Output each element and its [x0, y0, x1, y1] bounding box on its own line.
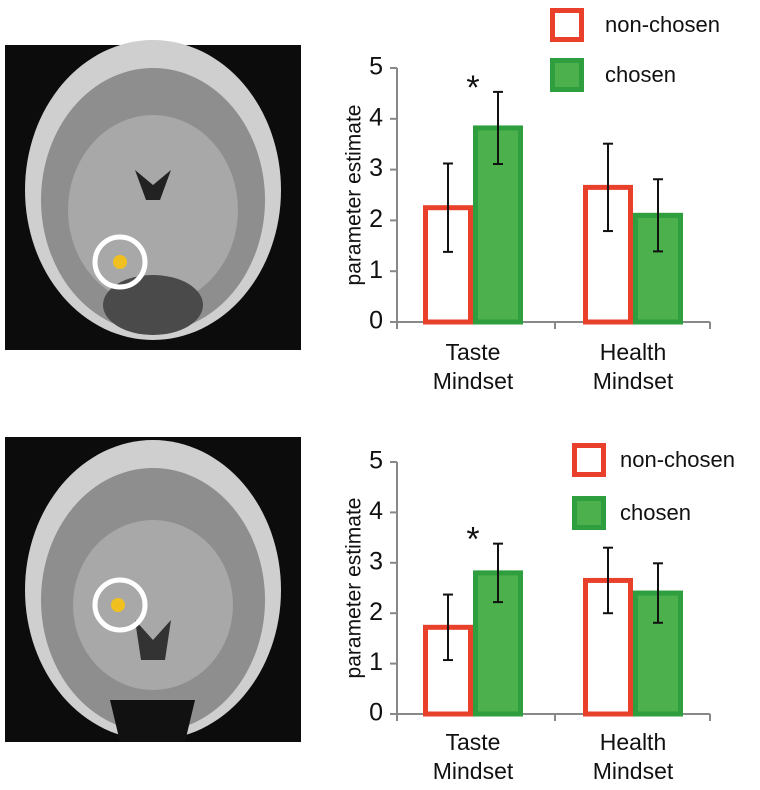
error-bar: [603, 546, 613, 615]
legend-label: chosen: [605, 62, 676, 87]
y-tick-label: 3: [369, 154, 383, 182]
y-tick-label: 3: [369, 547, 383, 575]
error-bar: [653, 562, 663, 624]
legend-label: chosen: [620, 500, 691, 525]
y-tick-label: 0: [369, 307, 383, 335]
y-tick-label: 4: [369, 497, 383, 525]
legend-swatch: [572, 496, 606, 530]
error-bar: [443, 162, 453, 253]
error-bar: [443, 593, 453, 662]
error-bar: [603, 142, 613, 233]
y-axis-label: parameter estimate: [343, 105, 366, 286]
error-bar: [653, 178, 663, 253]
brain-image: [5, 437, 301, 742]
y-tick-label: 2: [369, 205, 383, 233]
legend-label: non-chosen: [605, 12, 720, 37]
x-tick-label: Health Mindset: [592, 339, 674, 394]
x-tick-label: Taste Mindset: [432, 339, 514, 394]
y-axis-label: parameter estimate: [343, 498, 366, 679]
y-tick-label: 0: [369, 699, 383, 727]
legend-swatch: [572, 443, 606, 477]
brain-image: [5, 40, 301, 350]
annotation: *: [466, 521, 479, 559]
y-tick-label: 1: [369, 256, 383, 284]
legend-swatch: [550, 58, 584, 92]
legend-label: non-chosen: [620, 447, 735, 472]
y-tick-label: 2: [369, 598, 383, 626]
y-tick-label: 5: [369, 447, 383, 475]
error-bar: [493, 90, 503, 166]
annotation: *: [466, 69, 479, 107]
legend-swatch: [550, 8, 584, 42]
error-bar: [493, 542, 503, 604]
x-tick-label: Health Mindset: [592, 729, 674, 784]
y-tick-label: 4: [369, 103, 383, 131]
x-tick-label: Taste Mindset: [432, 729, 514, 784]
y-tick-label: 5: [369, 53, 383, 81]
y-tick-label: 1: [369, 648, 383, 676]
